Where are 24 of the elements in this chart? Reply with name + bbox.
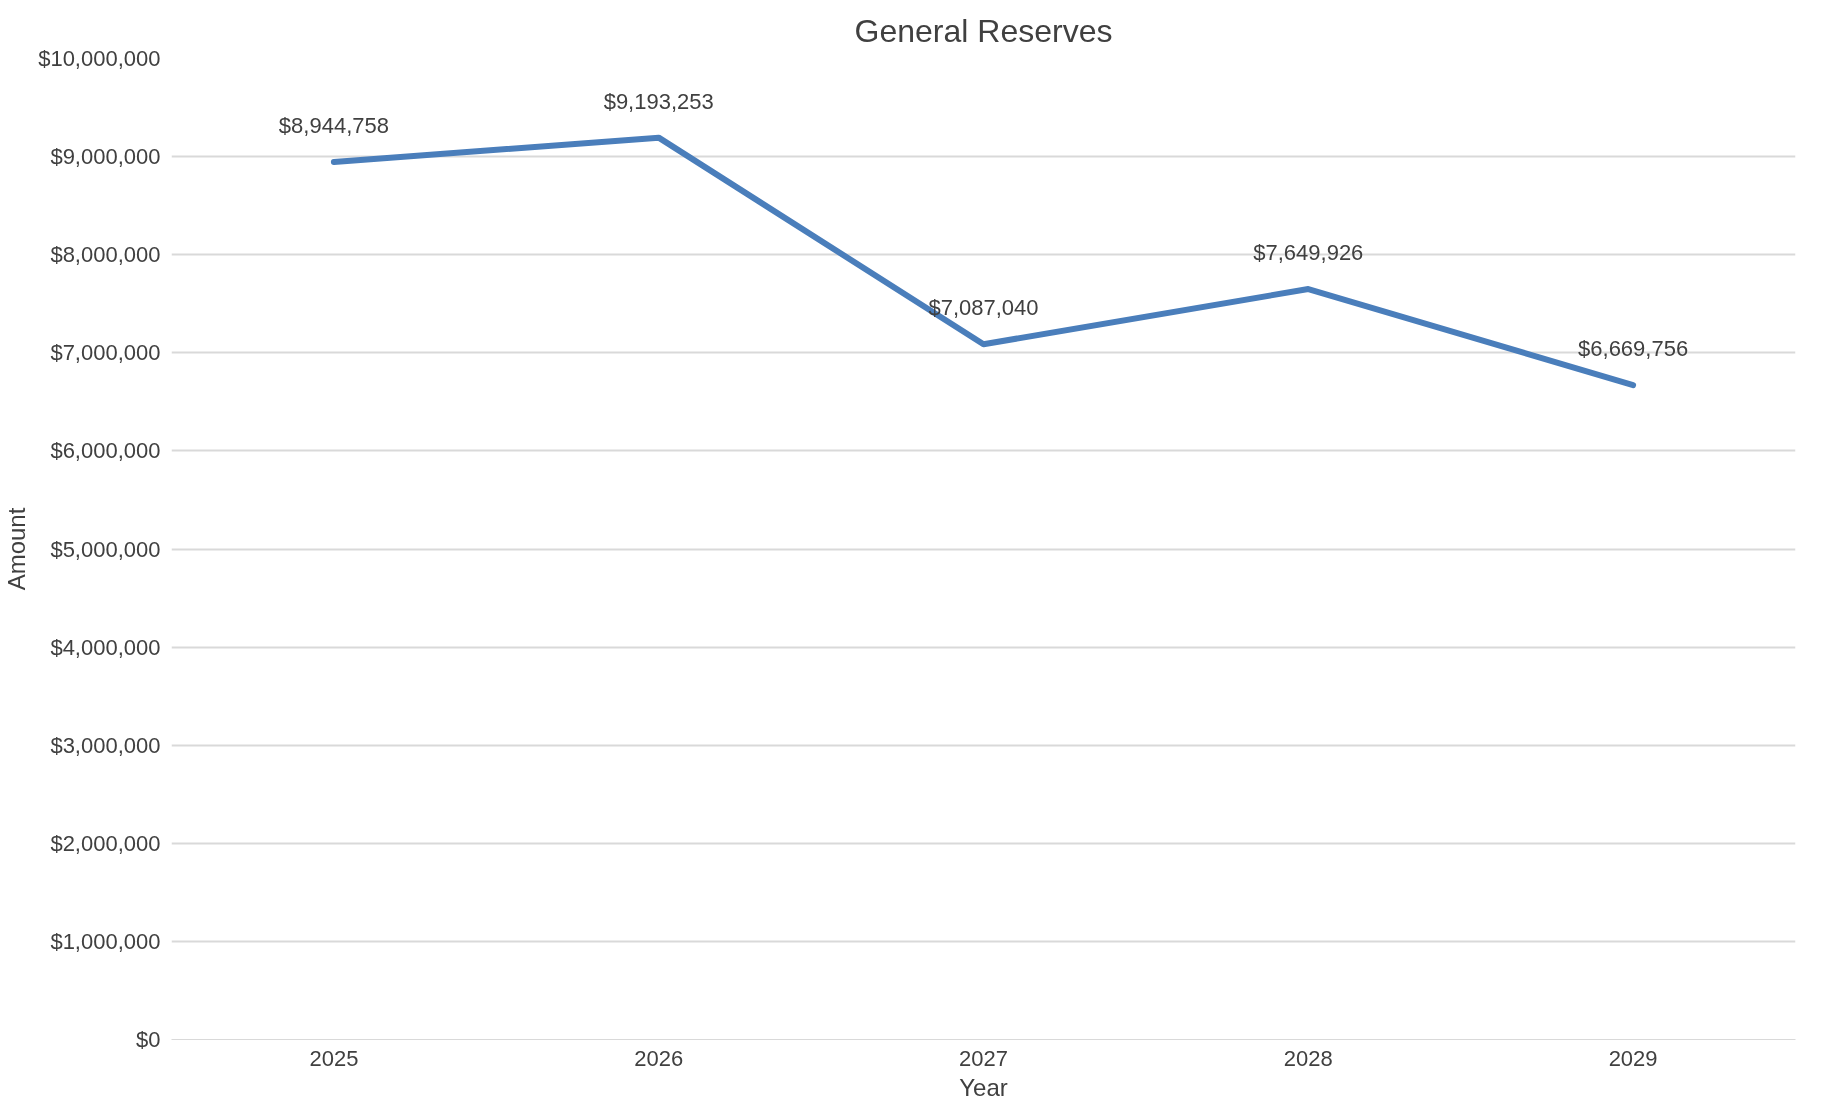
x-axis-title: Year — [959, 1073, 1008, 1101]
data-label: $7,087,040 — [928, 295, 1039, 321]
data-label: $7,649,926 — [1253, 240, 1364, 266]
y-tick-label: $9,000,000 — [50, 144, 161, 170]
x-tick-label: 2028 — [1283, 1045, 1333, 1071]
x-tick-label: 2027 — [959, 1045, 1008, 1071]
y-tick-label: $5,000,000 — [50, 536, 161, 562]
data-label: $8,944,758 — [278, 113, 389, 139]
y-tick-label: $3,000,000 — [50, 732, 161, 758]
data-label: $9,193,253 — [603, 88, 714, 114]
y-tick-label: $4,000,000 — [50, 634, 161, 660]
y-tick-label: $6,000,000 — [50, 438, 161, 464]
y-tick-label: $1,000,000 — [50, 928, 161, 954]
x-tick-label: 2029 — [1608, 1045, 1658, 1071]
y-tick-label: $10,000,000 — [38, 46, 161, 71]
chart-title: General Reserves — [854, 12, 1113, 49]
y-tick-label: $7,000,000 — [50, 340, 161, 366]
y-axis-title: Amount — [3, 507, 31, 591]
data-label: $6,669,756 — [1578, 336, 1689, 362]
y-tick-label: $8,000,000 — [50, 242, 161, 268]
x-tick-label: 2025 — [309, 1045, 359, 1071]
x-tick-label: 2026 — [634, 1045, 684, 1071]
y-tick-label: $0 — [136, 1027, 161, 1052]
y-tick-label: $2,000,000 — [50, 830, 161, 856]
